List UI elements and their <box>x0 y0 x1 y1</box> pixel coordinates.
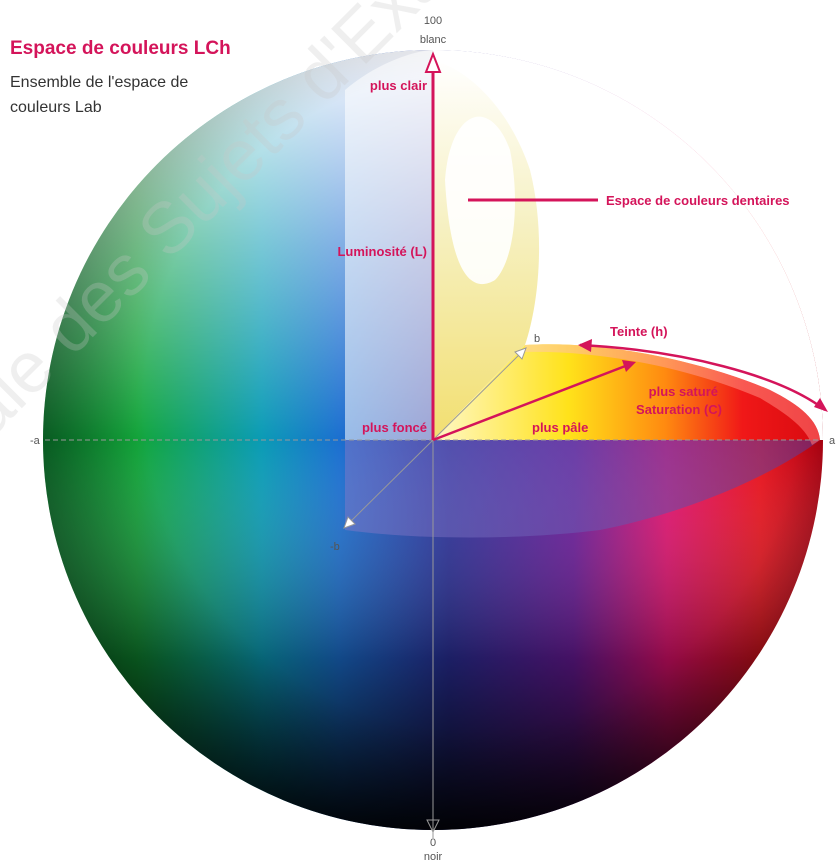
axis-bottom-label: noir <box>424 851 443 863</box>
inner-shelf <box>345 440 820 538</box>
label-saturation: Saturation (C) <box>636 402 722 417</box>
neg-b-axis <box>343 439 434 529</box>
saturation-wedge <box>433 344 820 440</box>
saturation-arrow <box>432 363 629 442</box>
axis-bottom-value: 0 <box>430 837 436 849</box>
axis-pos-b-label: b <box>534 333 540 345</box>
label-darker: plus foncé <box>362 420 427 435</box>
page-title: Espace de couleurs LCh <box>10 38 231 59</box>
axis-pos-a-label: a <box>829 435 836 447</box>
axis-neg-b-label: -b <box>330 541 340 553</box>
label-paler: plus pâle <box>532 420 588 435</box>
label-lighter: plus clair <box>370 78 427 93</box>
axis-neg-a-label: -a <box>30 435 41 447</box>
axis-top-label: blanc <box>420 34 447 46</box>
label-more-saturated: plus saturé <box>649 384 718 399</box>
hue-arc <box>579 343 826 411</box>
label-dental-space: Espace de couleurs dentaires <box>606 193 790 208</box>
b-axis <box>432 347 527 441</box>
axis-top-value: 100 <box>424 15 442 27</box>
label-luminosity: Luminosité (L) <box>337 244 427 259</box>
page-subtitle: Ensemble de l'espace de couleurs Lab <box>10 74 189 116</box>
label-hue: Teinte (h) <box>610 324 668 339</box>
